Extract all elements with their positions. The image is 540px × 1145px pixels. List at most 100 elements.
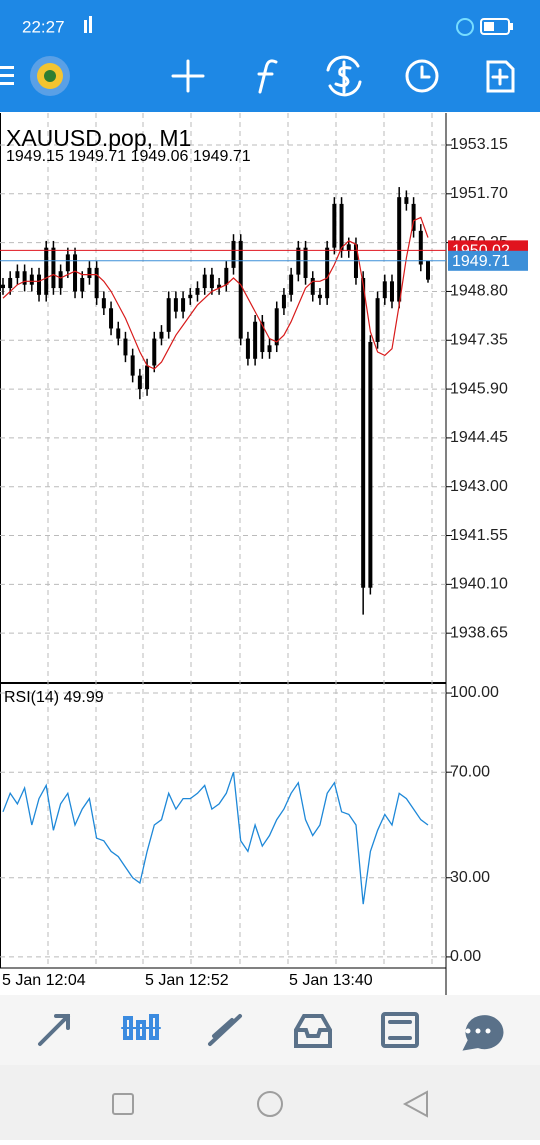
status-icons: [84, 16, 513, 36]
y-tick-label: 1945.90: [450, 380, 508, 397]
candle-body: [137, 375, 142, 390]
candle-body: [224, 267, 229, 285]
candle-body: [51, 247, 56, 289]
plot: 1953.151951.701950.251948.801947.351945.…: [0, 136, 528, 965]
crosshair-button[interactable]: [171, 59, 205, 93]
candle-body: [238, 240, 243, 339]
y-tick-label: 1938.65: [450, 624, 508, 641]
candle-body: [58, 271, 63, 289]
candle-body: [145, 365, 150, 390]
candle-body: [289, 274, 294, 295]
y-tick-label: 1948.80: [450, 283, 508, 300]
status-time: 22:27: [22, 17, 65, 36]
candle-body: [231, 240, 236, 268]
y-tick-label: 0.00: [450, 948, 481, 965]
nav-history[interactable]: [294, 1014, 332, 1048]
indicators-button[interactable]: [257, 59, 278, 94]
candle-body: [368, 341, 373, 588]
y-tick-label: 30.00: [450, 869, 490, 886]
indicator-line: [2, 771, 429, 905]
candle-body: [426, 260, 430, 280]
candle-body: [404, 197, 409, 204]
y-tick-label: 1951.70: [450, 185, 508, 202]
moving-average: [2, 216, 429, 370]
y-tick-label: 1947.35: [450, 331, 508, 348]
candle-body: [37, 274, 42, 295]
candle-body: [159, 331, 164, 339]
candle-body: [389, 281, 394, 302]
x-label: 5 Jan 12:52: [145, 972, 229, 989]
candle-body: [260, 321, 265, 353]
y-tick-label: 100.00: [450, 684, 499, 701]
candle-body: [80, 277, 85, 292]
back-button[interactable]: [402, 1090, 428, 1118]
y-tick-label: 1953.15: [450, 136, 508, 153]
menu-button[interactable]: [0, 66, 14, 85]
candle-body: [188, 294, 193, 299]
candle-body: [202, 274, 207, 289]
period-button[interactable]: [405, 59, 439, 93]
candle-body: [166, 298, 171, 332]
trade-button[interactable]: [326, 55, 362, 97]
indicator-title: RSI(14) 49.99: [4, 689, 104, 706]
candle-body: [123, 338, 128, 356]
candle-body: [418, 230, 423, 265]
ohlc-label: 1949.15 1949.71 1949.06 1949.71: [6, 148, 251, 165]
candle-body: [44, 247, 49, 295]
x-label: 5 Jan 13:40: [289, 972, 373, 989]
y-tick-label: 1941.55: [450, 527, 508, 544]
candle-body: [346, 244, 351, 252]
chart-title: XAUUSD.pop, M1: [6, 125, 191, 151]
recent-apps-button[interactable]: [112, 1093, 134, 1115]
candle-body: [361, 277, 366, 588]
candle-body: [101, 298, 106, 309]
candle-body: [65, 254, 70, 272]
candle-body: [332, 203, 337, 248]
candle-body: [15, 271, 20, 278]
candle-body: [245, 338, 250, 359]
candle-body: [73, 254, 78, 292]
candle-body: [325, 247, 330, 299]
candle-body: [181, 298, 186, 312]
candle-body: [173, 298, 178, 312]
candle-body: [274, 308, 279, 346]
nav-news[interactable]: [381, 1012, 419, 1048]
candle-body: [303, 247, 308, 278]
candle-body: [310, 277, 315, 295]
nav-quotes[interactable]: [38, 1014, 70, 1046]
candle-body: [87, 267, 92, 278]
candle-body: [195, 288, 200, 295]
y-tick-label: 1940.10: [450, 576, 508, 593]
app-logo[interactable]: [30, 56, 70, 96]
candle-body: [130, 355, 135, 376]
system-nav: [0, 1065, 540, 1140]
y-tick-label: 70.00: [450, 763, 490, 780]
candle-body: [209, 274, 214, 289]
nav-trade[interactable]: [208, 1014, 242, 1046]
candle-body: [29, 274, 34, 285]
candle-body: [8, 277, 13, 289]
nav-chart[interactable]: [121, 1014, 161, 1040]
price-label: 1949.71: [452, 253, 510, 270]
candle-body: [253, 321, 258, 359]
new-order-button[interactable]: [486, 60, 515, 93]
price-label-box: [448, 250, 528, 271]
time-grid: [47, 113, 433, 968]
candle-body: [397, 197, 402, 302]
nav-chat[interactable]: [462, 1015, 504, 1051]
candle-body: [339, 203, 344, 252]
candle-body: [382, 281, 387, 299]
top-bar: [0, 0, 540, 112]
candle-body: [411, 203, 416, 231]
y-tick-label: 1943.00: [450, 478, 508, 495]
candle-body: [267, 345, 272, 353]
candle-body: [217, 284, 222, 289]
candle-body: [94, 267, 99, 299]
candle-body: [1, 284, 5, 289]
candle-body: [281, 294, 286, 309]
home-button[interactable]: [257, 1091, 283, 1117]
candle-body: [116, 328, 121, 339]
x-label: 5 Jan 12:04: [2, 972, 86, 989]
